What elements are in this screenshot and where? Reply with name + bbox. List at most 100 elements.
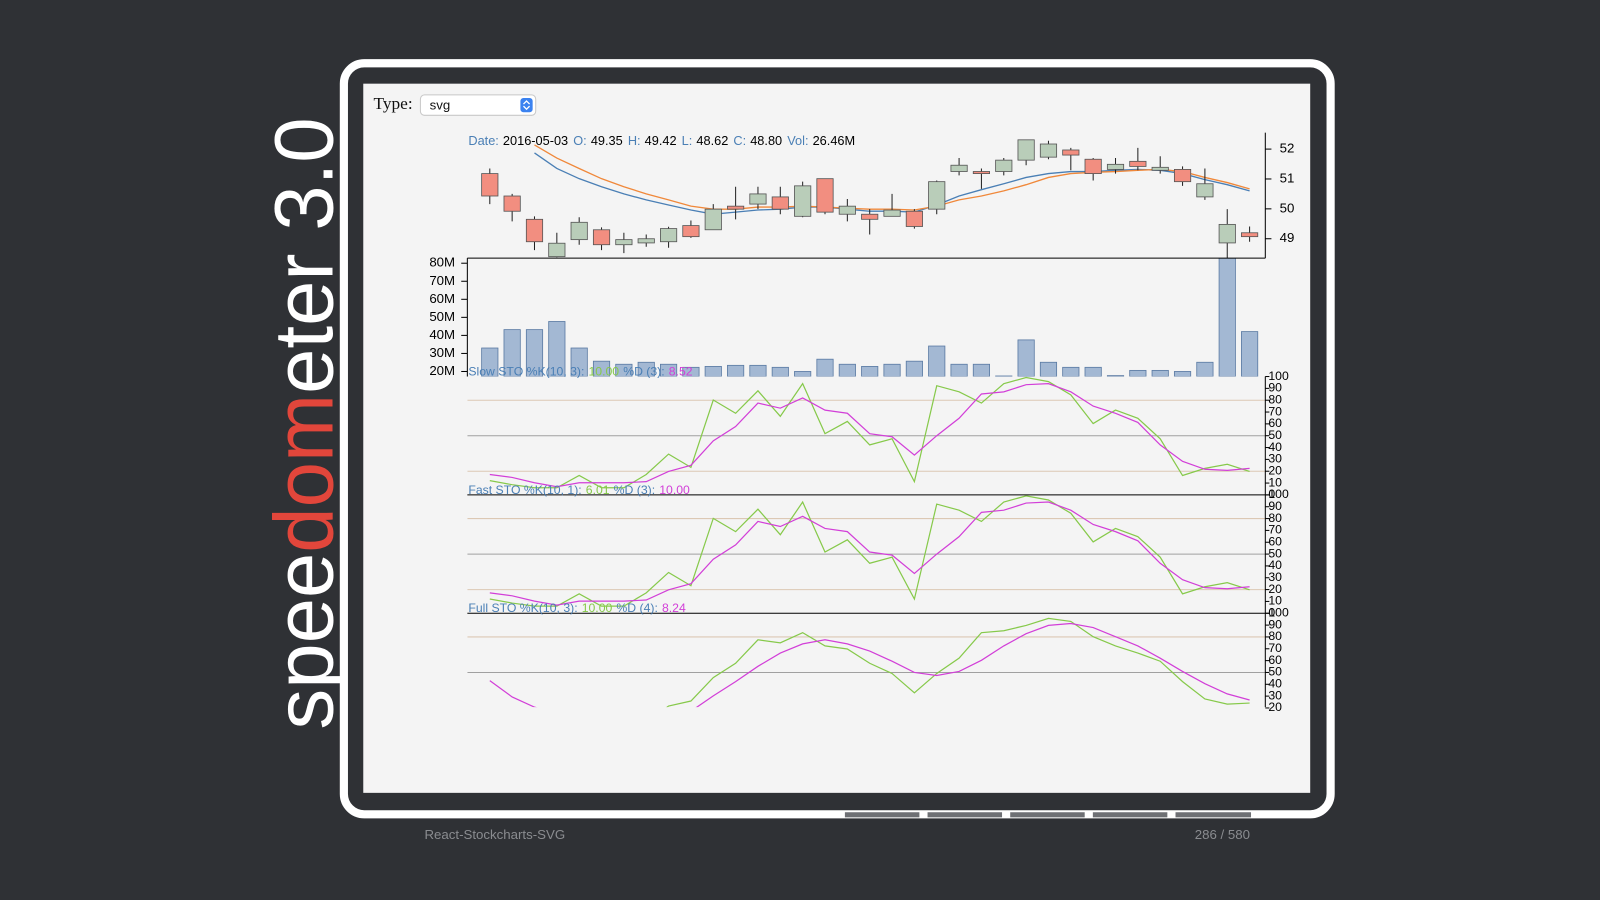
volume-bar: [794, 371, 812, 377]
volume-bar: [816, 358, 834, 377]
type-select[interactable]: svg: [419, 94, 537, 116]
candle-body: [1106, 163, 1125, 170]
volume-bar: [503, 329, 521, 377]
volume-bar: [928, 345, 946, 377]
candle-body: [1173, 169, 1192, 183]
y-tick-label: 60M: [429, 291, 455, 306]
y-tick-label: 80: [1268, 511, 1282, 525]
y-tick-label: 100: [1268, 369, 1289, 383]
candle-body: [794, 185, 812, 217]
volume-bar: [704, 366, 722, 377]
y-tick-label: 50: [1268, 665, 1282, 679]
select-value[interactable]: svg: [430, 98, 451, 113]
y-tick-label: 40: [1268, 558, 1282, 572]
y-tick-label: 50: [1268, 546, 1282, 560]
y-tick-label: 60: [1268, 653, 1282, 667]
brand-text: spee: [257, 553, 351, 730]
y-tick-label: 30: [1268, 688, 1282, 702]
volume-bar: [525, 329, 544, 377]
candle-body: [1062, 149, 1080, 156]
candle-body: [1129, 160, 1147, 167]
volume-bar: [1017, 339, 1035, 377]
candle-body: [481, 173, 499, 197]
tooltip-label: L:: [682, 133, 693, 148]
candle-body: [1218, 223, 1236, 244]
type-label: Type:: [373, 94, 412, 113]
volume-bar: [749, 364, 767, 377]
volume-bar: [548, 321, 566, 377]
candle-body: [525, 218, 544, 243]
y-tick-label: 30: [1268, 570, 1282, 584]
volume-bar: [1106, 375, 1125, 377]
volume-bar: [1241, 331, 1259, 377]
y-tick-label: 51: [1280, 170, 1295, 185]
tooltip-value: 2016-05-03: [503, 133, 568, 148]
line-series: [489, 376, 1250, 489]
brand-logo: speedometer 3.0: [257, 117, 351, 729]
indicator-d: 8.52: [669, 365, 693, 379]
progress-segment: [1175, 812, 1252, 818]
indicator-title: Full STO %K(10, 3): 10.00 %D (4): 8.24: [468, 601, 686, 615]
y-tick-label: 90: [1268, 381, 1282, 395]
volume-bar: [481, 347, 499, 377]
tooltip-value: 49.35: [591, 133, 623, 148]
line-series: [489, 495, 1250, 607]
volume-bar: [1129, 369, 1147, 377]
candle-body: [1151, 166, 1169, 171]
select-arrow[interactable]: [520, 97, 533, 113]
indicator-d: 8.24: [662, 601, 686, 615]
candle-body: [660, 228, 678, 243]
select-box[interactable]: [419, 94, 537, 116]
volume-bar: [682, 366, 700, 377]
y-tick-label: 80: [1268, 392, 1282, 406]
indicator-label: Full STO %K(10, 3):: [468, 601, 577, 615]
footer-progress: 286 / 580: [1195, 827, 1250, 842]
y-tick-label: 50: [1280, 200, 1295, 215]
y-tick-label: 90: [1268, 499, 1282, 513]
y-tick-label: 60: [1268, 416, 1282, 430]
candle-body: [503, 195, 521, 212]
volume-bar: [883, 363, 901, 377]
progress-segment: [762, 812, 835, 818]
volume-bar: [861, 366, 879, 377]
volume-bar: [592, 360, 611, 377]
y-tick-label: 70: [1268, 404, 1282, 418]
progress-segment: [927, 812, 1003, 818]
volume-bar: [1151, 369, 1169, 377]
candle-body: [816, 178, 834, 213]
y-tick-label: 20: [1268, 582, 1282, 596]
y-tick-label: 40: [1268, 677, 1282, 691]
stochastic-panel: [467, 617, 1266, 708]
tooltip-label: Vol:: [787, 133, 808, 148]
progress-bar: [423, 812, 1252, 818]
stochastic-panel: [467, 495, 1266, 607]
viewport: [363, 83, 1311, 793]
candle-body: [995, 159, 1013, 172]
volume-bar: [950, 363, 968, 377]
candle-body: [704, 208, 722, 231]
candle-body: [570, 221, 588, 241]
tooltip: Date: 2016-05-03 O: 49.35 H: 49.42 L: 48.62 C: 48…: [468, 133, 855, 148]
indicator-k: 10.00: [582, 601, 613, 615]
y-tick-label: 70: [1268, 523, 1282, 537]
y-tick-label: 100: [1268, 487, 1289, 501]
candle-body: [592, 229, 611, 246]
candle-body: [548, 242, 566, 258]
y-tick-label: 20: [1268, 700, 1282, 714]
candle-body: [838, 205, 856, 215]
volume-bar: [1173, 371, 1192, 377]
indicator-label: %D (3):: [623, 365, 664, 379]
volume-bar: [727, 364, 745, 377]
volume-bar: [1196, 361, 1214, 377]
indicator-title: Fast STO %K(10, 1): 6.01 %D (3): 10.00: [468, 483, 690, 497]
y-tick-label: 40M: [429, 327, 455, 342]
indicator-label: Slow STO %K(10, 3):: [468, 365, 584, 379]
indicator-k: 6.01: [586, 483, 610, 497]
volume-bar: [1084, 366, 1102, 377]
volume-bar: [615, 363, 633, 377]
candle-body: [1084, 158, 1102, 175]
tooltip-value: 48.80: [750, 133, 782, 148]
y-tick-label: 52: [1280, 141, 1295, 156]
candle-body: [972, 171, 990, 175]
